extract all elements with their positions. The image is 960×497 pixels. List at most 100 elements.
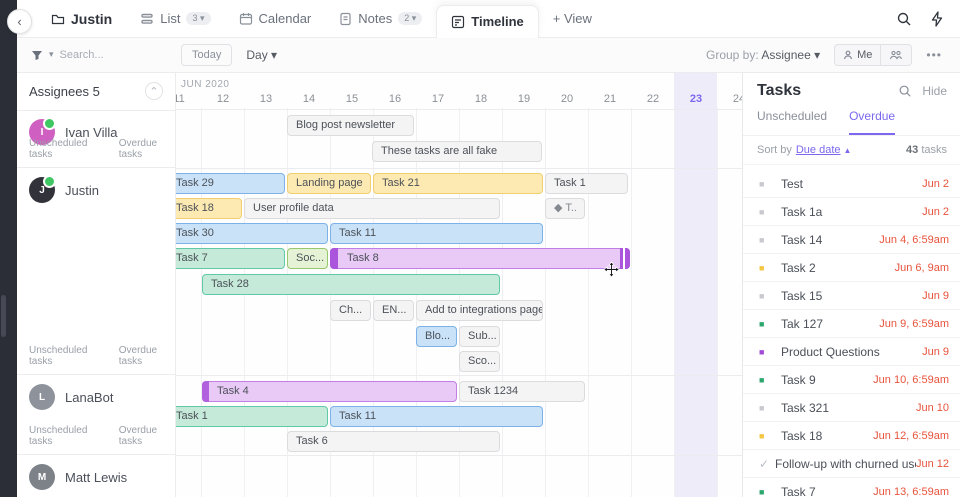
overdue-tasks-link[interactable]: Overdue tasks bbox=[118, 345, 158, 367]
people-filter-button[interactable] bbox=[880, 44, 911, 65]
panel-search-icon[interactable] bbox=[898, 84, 912, 98]
filter-search[interactable]: ▾ Search... bbox=[17, 49, 181, 61]
task-list-item[interactable]: ■ Test Jun 2 bbox=[743, 170, 960, 198]
back-button[interactable]: ‹ bbox=[7, 9, 32, 34]
task-count-label: tasks bbox=[918, 144, 947, 156]
task-bar[interactable]: Task 6 bbox=[287, 431, 500, 452]
search-icon[interactable] bbox=[896, 11, 912, 27]
rail-scrollbar[interactable] bbox=[1, 295, 6, 337]
zap-icon[interactable] bbox=[930, 10, 944, 27]
caret-down-icon: ▾ bbox=[49, 49, 54, 59]
unscheduled-tasks-link[interactable]: Unscheduled tasks bbox=[29, 425, 88, 447]
task-list-item[interactable]: ■ Task 14 Jun 4, 6:59am bbox=[743, 226, 960, 254]
assignee-row[interactable]: L LanaBot bbox=[17, 375, 175, 410]
tab-calendar[interactable]: Calendar bbox=[225, 0, 326, 37]
task-bar[interactable]: Add to integrations page bbox=[416, 300, 543, 321]
overdue-tasks-link[interactable]: Overdue tasks bbox=[118, 138, 158, 160]
task-bar[interactable]: Task 1 bbox=[175, 406, 328, 427]
list-badge[interactable]: 3 ▾ bbox=[186, 12, 211, 25]
task-bar[interactable]: Blo... bbox=[416, 326, 457, 347]
task-name: Task 1a bbox=[781, 204, 823, 219]
tab-add-view[interactable]: + View bbox=[539, 0, 606, 37]
hide-panel-button[interactable]: Hide bbox=[922, 83, 947, 98]
tab-timeline[interactable]: Timeline bbox=[436, 4, 539, 38]
today-button[interactable]: Today bbox=[181, 43, 233, 66]
tab-list[interactable]: List 3 ▾ bbox=[126, 0, 224, 37]
resize-handle[interactable] bbox=[330, 248, 338, 269]
task-list-item[interactable]: ■ Task 15 Jun 9 bbox=[743, 282, 960, 310]
task-bar[interactable]: Sco... bbox=[459, 351, 500, 372]
task-bar[interactable]: EN... bbox=[373, 300, 414, 321]
avatar: L bbox=[29, 384, 55, 410]
task-name: Task 2 bbox=[781, 260, 816, 275]
task-bar[interactable]: Task 7 bbox=[175, 248, 285, 269]
task-bar[interactable]: Task 29 bbox=[175, 173, 285, 194]
task-list-item[interactable]: ■ Tak 127 Jun 9, 6:59am bbox=[743, 310, 960, 338]
toolbar-right: Group by: Assignee ▾ Me ••• bbox=[706, 43, 960, 66]
day-scale-dropdown[interactable]: Day ▾ bbox=[246, 47, 278, 62]
avatar-initial: I bbox=[40, 126, 44, 138]
task-bar[interactable]: Task 28 bbox=[202, 274, 500, 295]
task-list-item[interactable]: ■ Task 9 Jun 10, 6:59am bbox=[743, 366, 960, 394]
assignee-name: Matt Lewis bbox=[65, 469, 128, 485]
move-cursor-icon bbox=[603, 261, 620, 278]
task-status-icon: ■ bbox=[759, 262, 765, 273]
assignee-row[interactable]: M Matt Lewis bbox=[17, 455, 175, 490]
unscheduled-tasks-link[interactable]: Unscheduled tasks bbox=[29, 138, 88, 160]
overdue-tasks-link[interactable]: Overdue tasks bbox=[118, 425, 158, 447]
task-list-item[interactable]: ✓ Follow-up with churned user Jun 12 bbox=[743, 450, 960, 478]
task-bar[interactable]: Task 11 bbox=[330, 223, 543, 244]
task-bar[interactable]: Task 8 bbox=[330, 248, 630, 269]
month-label: JUN 2020 bbox=[181, 79, 230, 90]
notes-badge[interactable]: 2 ▾ bbox=[398, 12, 423, 25]
search-input[interactable]: Search... bbox=[59, 48, 104, 61]
timeline-canvas[interactable]: JUN 2020 11 12 13 14 15 16 17 18 19 20 21 22 23 24 Bl… bbox=[175, 72, 742, 497]
task-list-item[interactable]: ■ Product Questions Jun 9 bbox=[743, 338, 960, 366]
sidebar-title: Assignees 5 bbox=[29, 83, 100, 99]
tab-justin[interactable]: Justin bbox=[37, 0, 126, 37]
resize-handle[interactable] bbox=[620, 248, 630, 269]
unscheduled-tasks-link[interactable]: Unscheduled tasks bbox=[29, 345, 88, 367]
task-bar[interactable]: User profile data bbox=[244, 198, 500, 219]
task-list-item[interactable]: ■ Task 2 Jun 6, 9am bbox=[743, 254, 960, 282]
task-bar[interactable]: Soc... bbox=[287, 248, 328, 269]
collapse-icon[interactable]: ⌃ bbox=[145, 82, 163, 100]
task-bar[interactable]: Task 11 bbox=[330, 406, 543, 427]
tasks-panel: Tasks Hide Unscheduled Overdue Sort by D… bbox=[742, 72, 960, 497]
task-bar[interactable]: Landing page bbox=[287, 173, 371, 194]
task-list-item[interactable]: ■ Task 18 Jun 12, 6:59am bbox=[743, 422, 960, 450]
task-status-icon: ✓ bbox=[759, 456, 770, 471]
task-bar[interactable]: Ch... bbox=[330, 300, 371, 321]
tab-notes[interactable]: Notes 2 ▾ bbox=[325, 0, 436, 37]
task-bar[interactable]: Task 1 bbox=[545, 173, 628, 194]
assignee-row[interactable]: I Ivan Villa bbox=[17, 110, 175, 145]
task-list-item[interactable]: ■ Task 1a Jun 2 bbox=[743, 198, 960, 226]
task-bar[interactable]: Task 21 bbox=[373, 173, 543, 194]
day-number: 13 bbox=[259, 93, 273, 105]
tab-overdue[interactable]: Overdue bbox=[849, 109, 896, 135]
assignee-row[interactable]: J Justin bbox=[17, 168, 175, 203]
task-bar[interactable]: ◆ T.. bbox=[545, 198, 585, 219]
task-bar[interactable]: Task 1234 bbox=[459, 381, 585, 402]
task-bar[interactable]: Sub... bbox=[459, 326, 500, 347]
task-due-date: Jun 6, 9am bbox=[894, 261, 949, 274]
tab-unscheduled[interactable]: Unscheduled bbox=[757, 109, 828, 123]
me-filter-button[interactable]: Me bbox=[835, 45, 880, 65]
toolbar: ▾ Search... Today Day ▾ Group by: Assign… bbox=[17, 37, 960, 73]
task-bar[interactable]: Task 18 bbox=[175, 198, 242, 219]
task-list-item[interactable]: ■ Task 7 Jun 13, 6:59am bbox=[743, 478, 960, 497]
task-bar[interactable]: Blog post newsletter bbox=[287, 115, 414, 136]
resize-handle[interactable] bbox=[202, 381, 209, 402]
day-number: 14 bbox=[302, 93, 316, 105]
task-bar[interactable]: Task 30 bbox=[175, 223, 328, 244]
task-bar[interactable]: Task 4 bbox=[202, 381, 457, 402]
assignee-section: L LanaBot Unscheduled tasks Overdue task… bbox=[17, 375, 175, 455]
left-rail bbox=[0, 0, 17, 497]
task-list-item[interactable]: ■ Task 321 Jun 10 bbox=[743, 394, 960, 422]
group-by-dropdown[interactable]: Group by: Assignee ▾ bbox=[706, 48, 820, 62]
assignee-filter-group: Me bbox=[834, 43, 913, 66]
task-bar[interactable]: These tasks are all fake bbox=[372, 141, 542, 162]
sort-field-link[interactable]: Due date bbox=[795, 144, 841, 156]
more-options-button[interactable]: ••• bbox=[926, 47, 942, 62]
